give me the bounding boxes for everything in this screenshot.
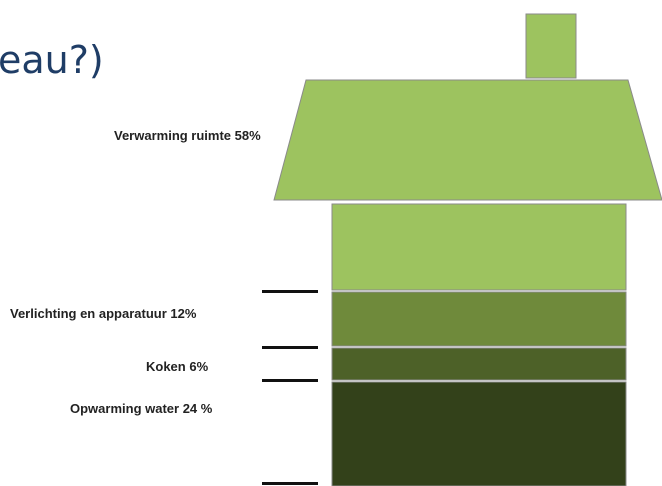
- label-verlichting-apparatuur: Verlichting en apparatuur 12%: [10, 306, 197, 321]
- segment-opwarming-water: [331, 381, 627, 486]
- segment-verlichting-apparatuur: [331, 291, 627, 347]
- label-verwarming-ruimte: Verwarming ruimte 58%: [114, 128, 261, 143]
- house-roof: [273, 79, 662, 201]
- boundary-marker: [262, 346, 318, 349]
- house-chimney: [525, 13, 577, 79]
- label-koken: Koken 6%: [146, 359, 209, 374]
- boundary-marker: [262, 482, 318, 485]
- segment-verwarming-ruimte: [331, 203, 627, 291]
- boundary-marker: [262, 290, 318, 293]
- segment-koken: [331, 347, 627, 381]
- slide-title-fragment: eau?): [0, 38, 104, 82]
- label-opwarming-water: Opwarming water 24 %: [70, 401, 213, 416]
- boundary-marker: [262, 379, 318, 382]
